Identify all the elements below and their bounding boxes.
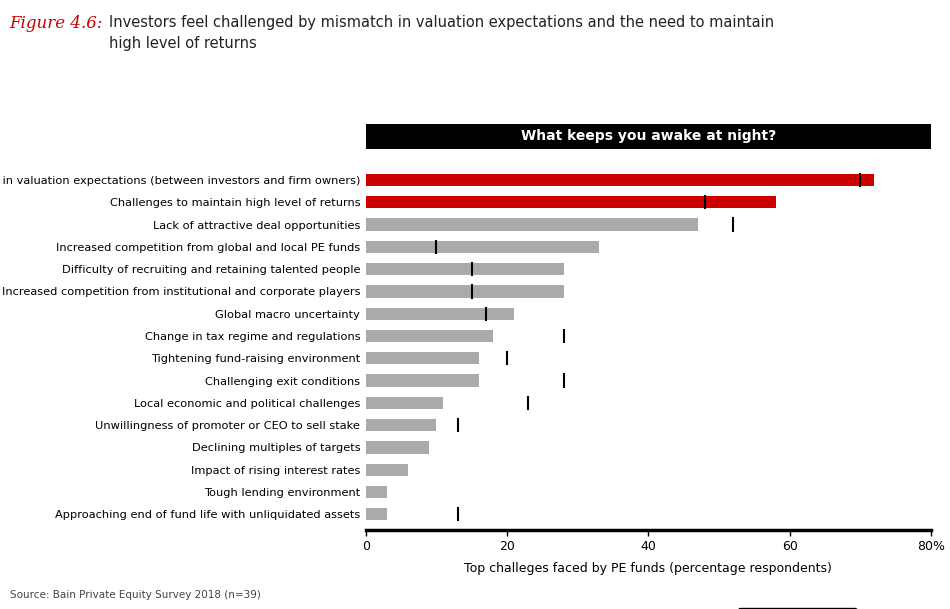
Text: Investors feel challenged by mismatch in valuation expectations and the need to : Investors feel challenged by mismatch in… [109, 15, 774, 51]
Bar [366, 308, 514, 320]
Bar [366, 396, 444, 409]
Legend: 2017 survey: 2017 survey [738, 608, 857, 609]
Bar [366, 196, 775, 208]
Bar [366, 285, 563, 298]
Bar [366, 463, 408, 476]
Bar [366, 442, 429, 454]
Bar [366, 375, 479, 387]
Bar [366, 263, 563, 275]
Text: Figure 4.6:: Figure 4.6: [10, 15, 103, 32]
Bar [366, 241, 598, 253]
Bar [366, 174, 874, 186]
Text: What keeps you awake at night?: What keeps you awake at night? [521, 130, 776, 143]
Text: Source: Bain Private Equity Survey 2018 (n=39): Source: Bain Private Equity Survey 2018 … [10, 590, 260, 600]
Bar [366, 330, 493, 342]
Bar [366, 508, 387, 520]
Bar [366, 419, 436, 431]
Bar [366, 486, 387, 498]
Bar [366, 219, 698, 231]
Bar [366, 352, 479, 364]
X-axis label: Top challeges faced by PE funds (percentage respondents): Top challeges faced by PE funds (percent… [465, 561, 832, 574]
